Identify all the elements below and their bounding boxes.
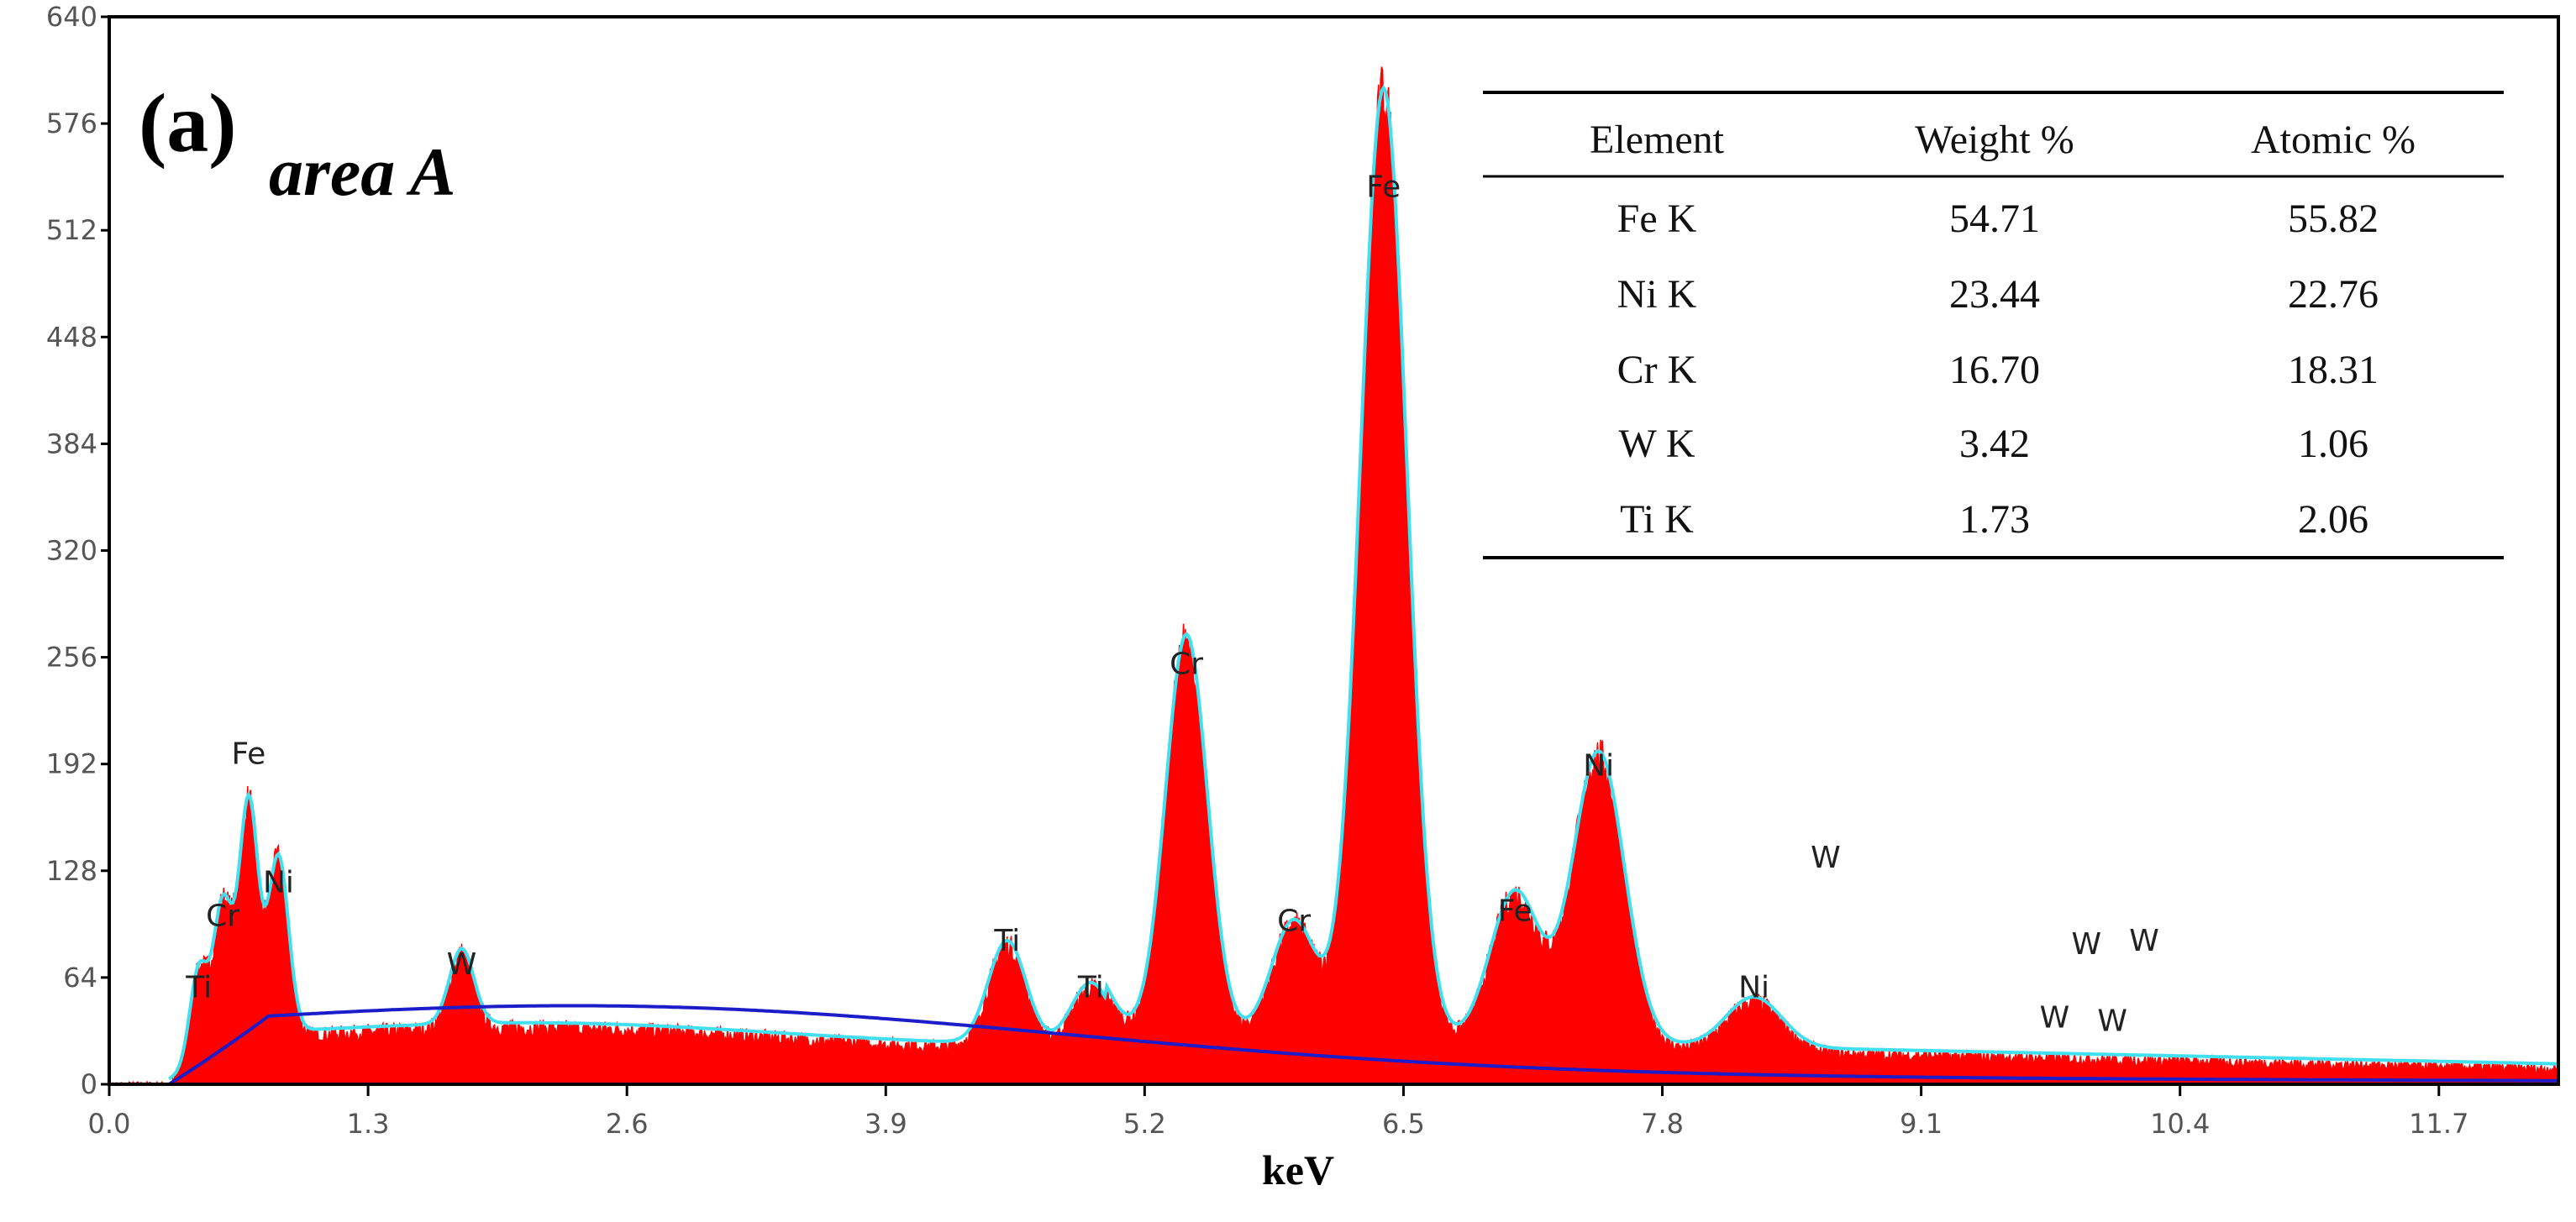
plot-frame [108,15,2560,1086]
y-tick-label: 256 [46,642,97,674]
table-cell: 2.06 [2298,497,2368,542]
peak-label: W [447,947,477,982]
table-cell: 22.76 [2288,272,2379,317]
background-curve [168,1004,2558,1086]
y-tick-label: 320 [46,535,97,567]
peak-label: Fe [231,737,265,772]
panel-label: (a) [139,76,237,170]
chart-title: area A [269,134,455,210]
x-tick-label: 9.1 [1900,1108,1943,1140]
peak-label: Ni [1738,971,1769,1005]
table-header-element: Element [1590,118,1725,162]
peak-label: Ti [1077,971,1104,1005]
x-tick-label: 0.0 [88,1108,131,1140]
table-cell: Ni K [1617,272,1697,317]
x-axis-label: keV [1262,1146,1334,1193]
peak-label: Fe [1366,170,1401,204]
table-cell: Ti K [1620,497,1694,542]
y-tick-label: 64 [63,962,97,994]
table-cell: W K [1618,422,1695,466]
x-tick-label: 3.9 [865,1108,907,1140]
x-tick-label: 11.7 [2409,1108,2468,1140]
peak-label: Ni [263,866,294,900]
peak-label: Cr [1277,904,1311,938]
table-cell: Fe K [1617,197,1697,241]
fit-curve [167,84,2559,1081]
y-tick-label: 192 [46,748,97,780]
x-axis: 0.0 1.3 2.6 3.9 5.2 6.5 7.8 9.1 10.4 11.7 [88,1084,2468,1140]
peak-label: W [2072,927,2102,962]
peak-label: Fe [1498,894,1532,928]
table-cell: 54.71 [1949,197,2040,241]
plot-area [108,66,2559,1086]
y-tick-label: 512 [46,214,97,246]
table-cell: Cr K [1617,348,1697,392]
x-tick-label: 2.6 [606,1108,649,1140]
peak-label: W [2129,924,2159,958]
table-cell: 18.31 [2288,348,2379,392]
table-cell: 1.06 [2298,422,2368,466]
x-tick-label: 6.5 [1382,1108,1425,1140]
y-tick-label: 128 [46,855,97,887]
x-tick-label: 5.2 [1123,1108,1166,1140]
peak-label: W [2097,1004,2127,1038]
peak-label: Cr [206,899,239,933]
x-tick-label: 10.4 [2150,1108,2210,1140]
x-tick-label: 7.8 [1641,1108,1684,1140]
table-cell: 23.44 [1949,272,2040,317]
composition-table: Element Weight % Atomic % Fe K 54.71 55.… [1483,91,2504,559]
peak-label: Ti [993,924,1020,958]
y-tick-label: 576 [46,108,97,139]
table-cell: 55.82 [2288,197,2379,241]
peak-label: Cr [1170,647,1203,681]
x-tick-label: 1.3 [347,1108,390,1140]
peak-label: W [2040,1000,2070,1035]
peak-label: Ti [185,971,212,1005]
peak-label: Ni [1583,749,1614,784]
table-cell: 1.73 [1959,497,2030,542]
table-cell: 16.70 [1949,348,2040,392]
table-cell: 3.42 [1959,422,2030,466]
peak-label: W [1811,841,1841,875]
table-header-weight: Weight % [1915,118,2074,162]
table-header-atomic: Atomic % [2251,118,2416,162]
y-tick-label: 384 [46,427,97,459]
y-tick-label: 0 [81,1068,97,1100]
y-tick-label: 448 [46,321,97,353]
y-axis: 0 64 128 192 256 320 384 448 512 576 640 [46,1,109,1100]
y-tick-label: 640 [46,1,97,33]
